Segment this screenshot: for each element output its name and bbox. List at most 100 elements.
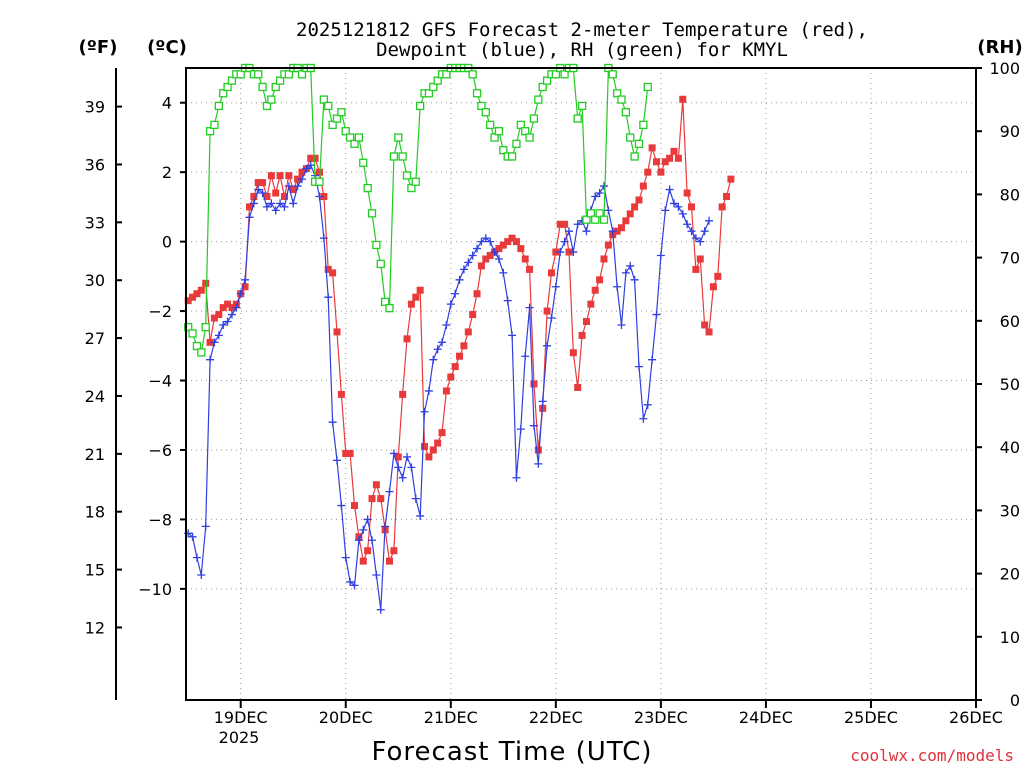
temperature-point [206, 338, 214, 346]
rh-point [490, 133, 499, 142]
temperature-point [723, 192, 731, 200]
dewpoint-point [670, 199, 679, 208]
dewpoint-point [341, 553, 350, 562]
temperature-point [604, 241, 612, 249]
dewpoint-point [691, 234, 700, 243]
dewpoint-point [337, 501, 346, 510]
temperature-point [337, 390, 345, 398]
temperature-point [674, 154, 682, 162]
rh-tick-label: 30 [1000, 501, 1020, 520]
temperature-line [187, 99, 732, 564]
x-tick-label: 23DEC [634, 708, 688, 727]
rh-point [205, 127, 215, 136]
temperature-point [377, 495, 385, 503]
temperature-point [193, 290, 201, 298]
dewpoint-point [494, 254, 503, 263]
dewpoint-point [700, 227, 709, 236]
dewpoint-point [219, 320, 228, 329]
dewpoint-point [446, 300, 455, 309]
temperature-point [263, 192, 271, 200]
rh-point [573, 114, 582, 123]
temperature-point [184, 297, 192, 305]
temperature-point [552, 248, 560, 256]
temperature-point [438, 429, 446, 437]
dewpoint-point [595, 189, 604, 198]
x-tick-label: 25DEC [844, 708, 898, 727]
temperature-point [412, 293, 420, 301]
dewpoint-point [560, 237, 569, 246]
rh-point [582, 215, 591, 224]
temperature-point [403, 335, 411, 343]
rh-point [267, 95, 276, 104]
temperature-point [329, 269, 337, 277]
dewpoint-point [297, 175, 306, 184]
temperature-point [202, 279, 210, 287]
fahrenheit-tick-label: 15 [85, 561, 105, 580]
dewpoint-point [599, 182, 608, 191]
dewpoint-point [451, 289, 460, 298]
dewpoint-point [284, 182, 293, 191]
chart-title-line1: 2025121812 GFS Forecast 2-meter Temperat… [296, 19, 868, 41]
temperature-point [342, 449, 350, 457]
dewpoint-point [381, 522, 390, 531]
dewpoint-point [293, 182, 302, 191]
dewpoint-point [433, 345, 442, 354]
dewpoint-point [687, 227, 696, 236]
rh-point [608, 70, 617, 79]
dewpoint-point [656, 251, 665, 260]
temperature-point [622, 217, 630, 225]
dewpoint-point [324, 293, 333, 302]
dewpoint-point [188, 532, 197, 541]
temperature-point [254, 179, 262, 187]
temperature-point [333, 328, 341, 336]
rh-point [354, 133, 364, 142]
temperature-point [617, 224, 625, 232]
dewpoint-point [459, 265, 468, 274]
dewpoint-point [543, 341, 552, 350]
temperature-point [307, 154, 315, 162]
temperature-point [320, 192, 328, 200]
temperature-point [245, 203, 253, 211]
x-tick-label: 21DEC [424, 708, 478, 727]
temperature-point [705, 328, 713, 336]
dewpoint-point [696, 237, 705, 246]
temperature-point [626, 210, 634, 218]
temperature-point [285, 172, 293, 180]
rh-point [197, 348, 206, 357]
dewpoint-point [604, 206, 613, 215]
rh-point [394, 133, 403, 142]
dewpoint-point [591, 192, 600, 201]
temperature-point [386, 557, 394, 565]
fahrenheit-axis: 39 36 33 30 27 24 21 18 15 12 [85, 98, 122, 637]
rh-point [494, 127, 504, 136]
rh-point [586, 209, 595, 218]
temperature-point [407, 300, 415, 308]
rh-point [275, 76, 285, 85]
rh-point [486, 120, 495, 130]
dewpoint-point [683, 220, 692, 229]
temperature-point [250, 192, 258, 200]
temperature-point [197, 286, 205, 294]
rh-axis: 0 10 20 30 40 50 60 70 80 90 100 [976, 59, 1020, 710]
temperature-point [635, 196, 643, 204]
time-axis: 19DEC 20DEC 21DEC 22DEC 23DEC 24DEC 25DEC 26DEC [214, 700, 1003, 727]
temperature-point [569, 349, 577, 357]
dewpoint-point [516, 425, 525, 434]
dewpoint-point [429, 355, 438, 364]
dewpoint-point [529, 421, 538, 430]
temperature-point [613, 227, 621, 235]
temperature-point [582, 317, 590, 325]
dewpoint-point [241, 275, 250, 284]
rh-point [643, 82, 652, 92]
temperature-point [661, 158, 669, 166]
dewpoint-point [289, 199, 298, 208]
temperature-point [482, 255, 490, 263]
dewpoint-point [302, 164, 311, 173]
dewpoint-point [538, 397, 547, 406]
x-tick-label: 26DEC [949, 708, 1003, 727]
temperature-point [701, 321, 709, 329]
rh-point [389, 152, 399, 161]
dewpoint-point [665, 185, 674, 194]
temperature-point [451, 363, 459, 371]
dewpoint-point [674, 202, 683, 211]
